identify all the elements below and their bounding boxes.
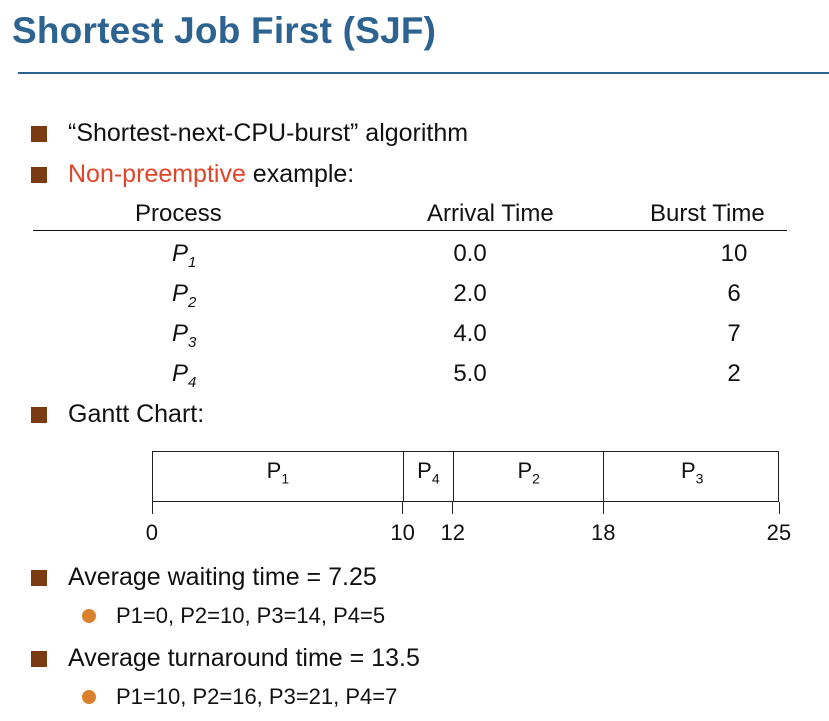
square-bullet-icon bbox=[31, 651, 47, 667]
gantt-tick-label: 12 bbox=[440, 520, 466, 545]
gantt-segment-label: P3 bbox=[680, 458, 704, 487]
arrival-cell: 4.0 bbox=[453, 320, 487, 347]
square-bullet-icon bbox=[31, 167, 47, 183]
gantt-tick bbox=[778, 502, 780, 514]
header-burst-time: Burst Time bbox=[650, 200, 765, 227]
process-cell: P3 bbox=[172, 320, 197, 351]
slide-title: Shortest Job First (SJF) bbox=[12, 10, 437, 51]
gantt-tick bbox=[151, 502, 153, 514]
gantt-segment: P3 bbox=[604, 452, 780, 501]
process-cell: P1 bbox=[172, 240, 197, 271]
process-cell: P2 bbox=[172, 280, 197, 311]
gantt-tick bbox=[452, 502, 454, 514]
title-divider bbox=[18, 72, 829, 74]
table-header-rule bbox=[33, 230, 787, 231]
gantt-segment-label: P4 bbox=[417, 458, 440, 487]
burst-cell: 10 bbox=[720, 240, 748, 267]
burst-cell: 2 bbox=[727, 360, 741, 387]
circle-bullet-icon bbox=[82, 690, 96, 704]
bullet-average-turnaround-time: Average turnaround time = 13.5 bbox=[68, 644, 420, 672]
gantt-segment-label: P2 bbox=[517, 458, 540, 487]
gantt-segment: P1 bbox=[153, 452, 404, 501]
gantt-tick-label: 25 bbox=[766, 520, 792, 545]
arrival-cell: 2.0 bbox=[453, 280, 487, 307]
gantt-tick bbox=[402, 502, 404, 514]
header-arrival-time: Arrival Time bbox=[427, 200, 554, 227]
burst-cell: 6 bbox=[727, 280, 741, 307]
bullet-sjf-definition: “Shortest-next-CPU-burst” algorithm bbox=[68, 119, 469, 147]
header-process: Process bbox=[135, 200, 222, 227]
waiting-times-detail: P1=0, P2=10, P3=14, P4=5 bbox=[116, 603, 386, 628]
turnaround-times-detail: P1=10, P2=16, P3=21, P4=7 bbox=[116, 684, 398, 709]
gantt-chart: P1 P4 P2 P3 bbox=[152, 451, 779, 502]
gantt-tick-label: 18 bbox=[591, 520, 616, 545]
gantt-segment: P2 bbox=[454, 452, 605, 501]
gantt-tick-label: 0 bbox=[145, 520, 159, 545]
non-preemptive-highlight: Non-preemptive bbox=[68, 160, 246, 188]
example-text: example: bbox=[245, 160, 355, 188]
square-bullet-icon bbox=[31, 570, 47, 586]
gantt-tick bbox=[602, 502, 604, 514]
gantt-segment: P4 bbox=[404, 452, 454, 501]
burst-cell: 7 bbox=[727, 320, 741, 347]
arrival-cell: 0.0 bbox=[453, 240, 487, 267]
bullet-non-preemptive: Non-preemptive example: bbox=[68, 160, 354, 189]
gantt-segment-label: P1 bbox=[266, 458, 290, 487]
process-cell: P4 bbox=[172, 360, 197, 391]
bullet-average-waiting-time: Average waiting time = 7.25 bbox=[68, 563, 377, 591]
circle-bullet-icon bbox=[82, 609, 96, 623]
arrival-cell: 5.0 bbox=[453, 360, 487, 387]
bullet-gantt-chart: Gantt Chart: bbox=[68, 400, 205, 428]
gantt-tick-label: 10 bbox=[390, 520, 415, 545]
square-bullet-icon bbox=[31, 407, 47, 423]
square-bullet-icon bbox=[31, 126, 47, 142]
